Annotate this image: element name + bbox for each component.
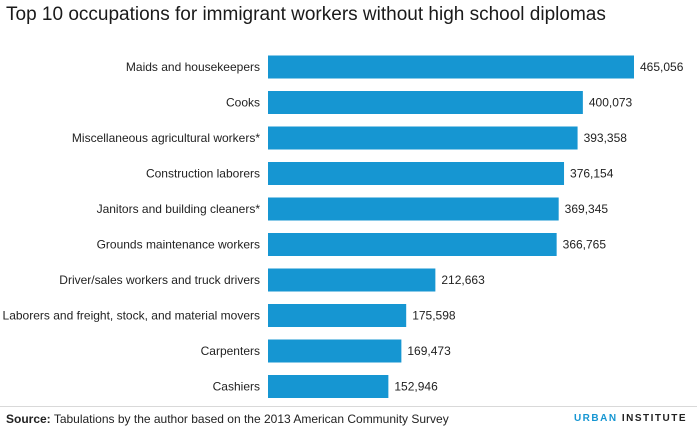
- bar: [268, 375, 389, 398]
- value-label: 400,073: [589, 96, 633, 110]
- value-label: 212,663: [441, 273, 485, 287]
- source-note: Source: Tabulations by the author based …: [6, 412, 449, 426]
- bar: [268, 55, 634, 79]
- chart-title: Top 10 occupations for immigrant workers…: [6, 4, 606, 25]
- bar: [268, 304, 407, 327]
- value-label: 175,598: [412, 309, 456, 323]
- footer-divider: [0, 406, 697, 407]
- bar-chart: Maids and housekeepers 465,056 Cooks 400,07…: [3, 55, 684, 398]
- bar: [268, 162, 565, 185]
- bar: [268, 339, 402, 363]
- category-label: Carpenters: [201, 344, 260, 358]
- category-label: Cashiers: [213, 380, 260, 394]
- category-label: Cooks: [226, 96, 260, 110]
- category-label: Driver/sales workers and truck drivers: [59, 273, 260, 287]
- value-label: 152,946: [394, 380, 438, 394]
- bar: [268, 268, 436, 292]
- category-label: Construction laborers: [146, 167, 260, 181]
- category-label: Grounds maintenance workers: [97, 238, 260, 252]
- urban-institute-logo: URBAN INSTITUTE: [574, 413, 687, 424]
- bar: [268, 91, 583, 114]
- bar: [268, 233, 557, 256]
- logo-institute: INSTITUTE: [617, 413, 687, 424]
- category-label: Laborers and freight, stock, and materia…: [3, 309, 260, 323]
- category-label: Maids and housekeepers: [126, 60, 260, 74]
- value-label: 369,345: [565, 202, 609, 216]
- category-label: Janitors and building cleaners*: [97, 202, 261, 216]
- value-label: 376,154: [570, 167, 614, 181]
- bar: [268, 197, 559, 221]
- category-label: Miscellaneous agricultural workers*: [72, 131, 260, 145]
- source-label: Source:: [6, 412, 51, 426]
- bar: [268, 126, 578, 150]
- value-label: 465,056: [640, 60, 684, 74]
- source-text: Tabulations by the author based on the 2…: [53, 412, 449, 426]
- value-label: 366,765: [563, 238, 607, 252]
- logo-urban: URBAN: [573, 413, 618, 424]
- value-label: 393,358: [584, 131, 628, 145]
- value-label: 169,473: [407, 344, 451, 358]
